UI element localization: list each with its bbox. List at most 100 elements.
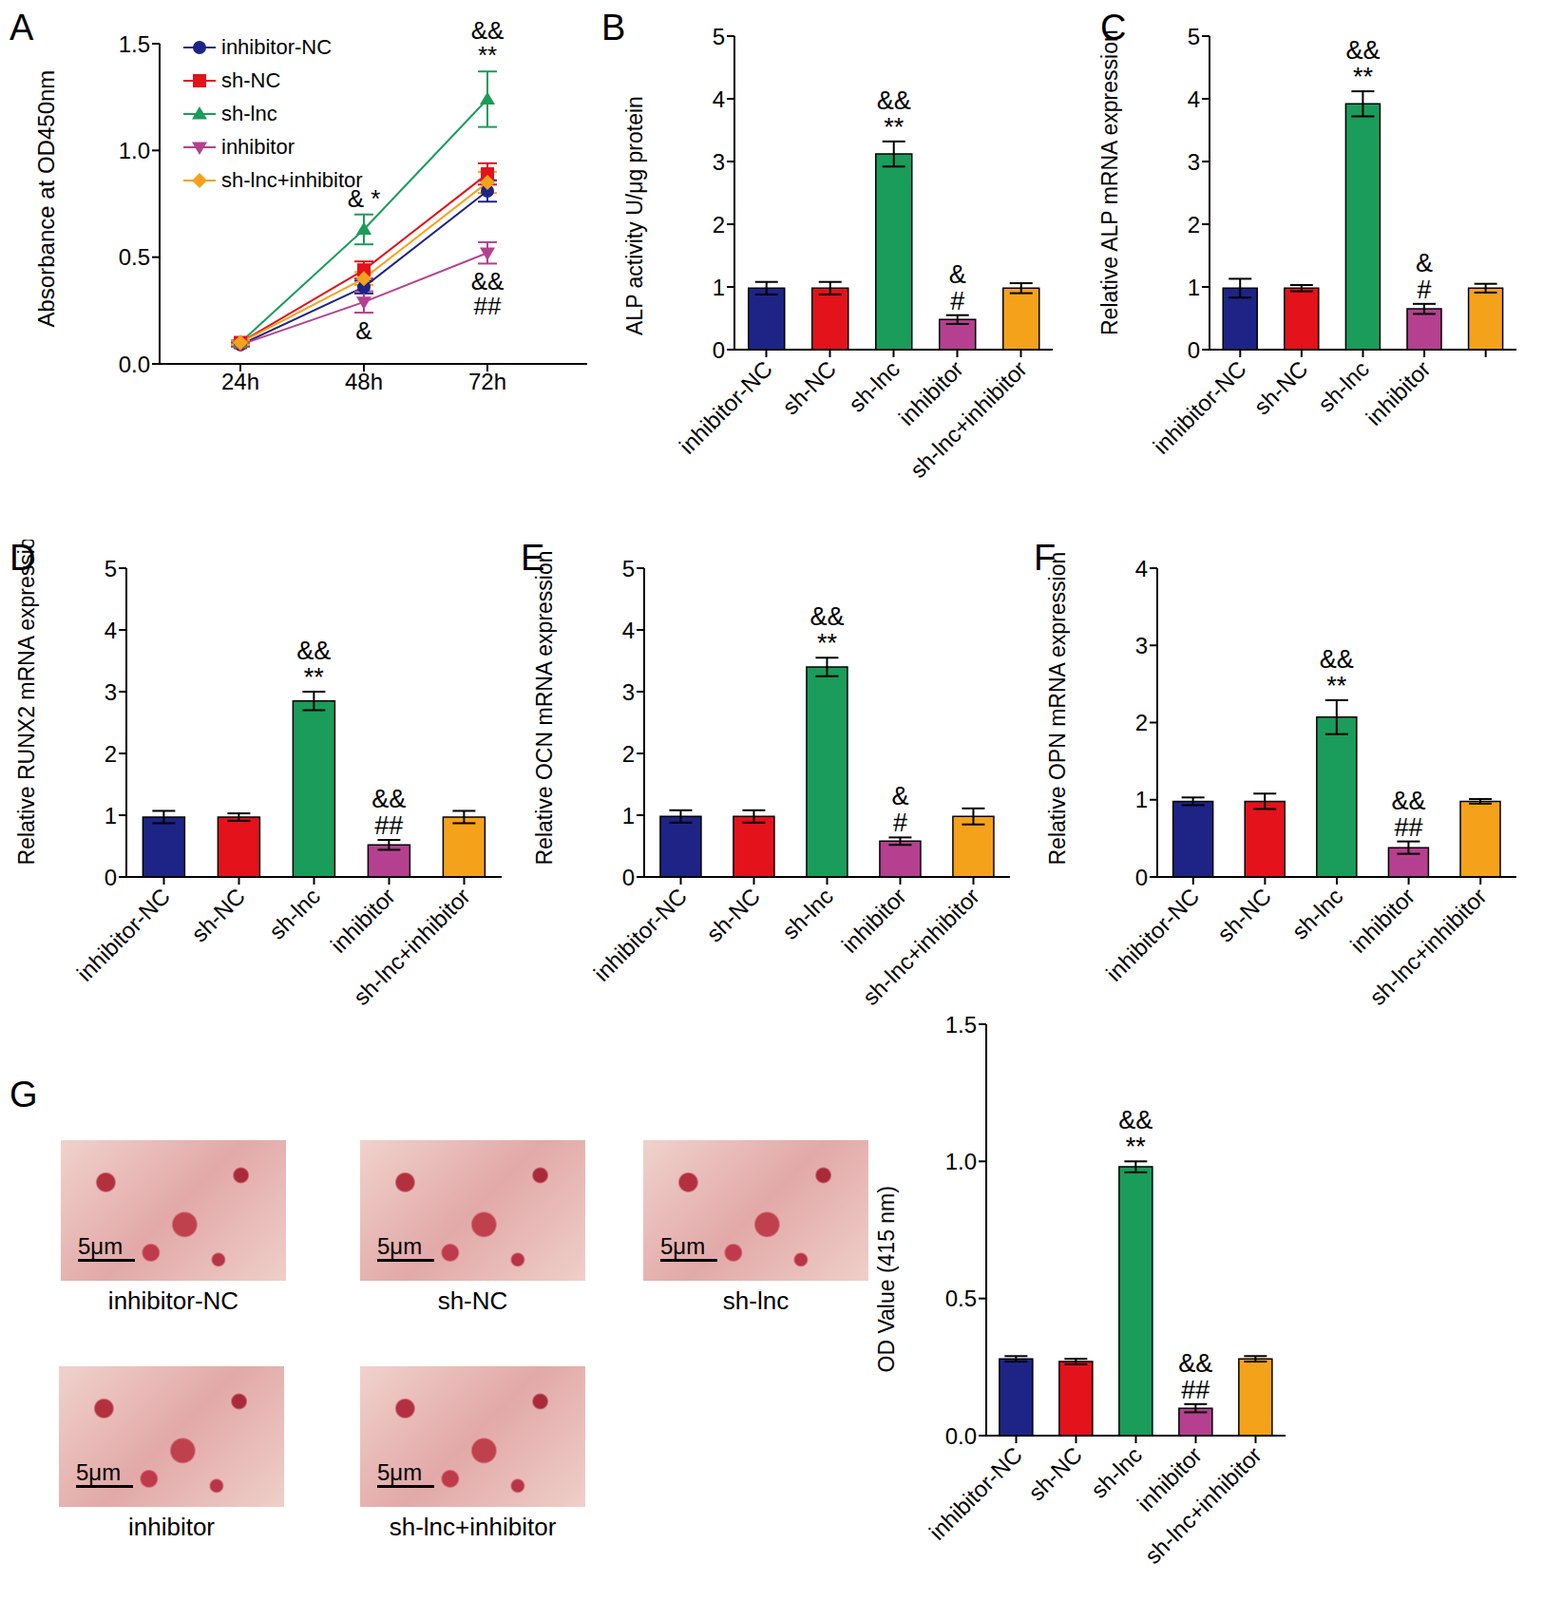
svg-text:**: ** (817, 628, 839, 658)
svg-text:sh-lnc+inhibitor: sh-lnc+inhibitor (1364, 882, 1492, 1010)
svg-text:sh-NC: sh-NC (1023, 1441, 1087, 1505)
svg-text:Relative OCN mRNA expression: Relative OCN mRNA expression (532, 550, 557, 865)
svg-text:0.5: 0.5 (118, 244, 151, 270)
svg-text:&&: && (1178, 1349, 1213, 1378)
svg-text:3: 3 (622, 679, 635, 705)
svg-text:**: ** (1125, 1132, 1147, 1162)
svg-text:**: ** (883, 113, 905, 142)
svg-text:inhibitor-NC: inhibitor-NC (71, 882, 175, 987)
svg-text:sh-lnc+inhibitor: sh-lnc+inhibitor (347, 882, 476, 1010)
svg-text:&: & (355, 316, 372, 345)
svg-text:5: 5 (104, 555, 117, 582)
svg-text:24h: 24h (221, 368, 260, 395)
svg-text:sh-NC: sh-NC (186, 882, 250, 947)
svg-text:inhibitor: inhibitor (1360, 355, 1436, 431)
svg-text:sh-NC: sh-NC (701, 882, 765, 947)
svg-text:sh-lnc: sh-lnc (1312, 355, 1374, 417)
svg-text:&: & (891, 781, 909, 811)
svg-text:1.5: 1.5 (118, 31, 151, 58)
svg-text:3: 3 (1187, 149, 1201, 175)
svg-text:1: 1 (1187, 274, 1201, 301)
svg-text:&&: && (1345, 36, 1380, 65)
svg-text:&: & (949, 260, 967, 289)
svg-text:inhibitor: inhibitor (1345, 882, 1421, 958)
svg-text:0: 0 (622, 864, 635, 891)
svg-text:**: ** (304, 663, 325, 692)
svg-text:3: 3 (712, 149, 725, 175)
svg-text:##: ## (374, 811, 403, 840)
svg-text:3: 3 (104, 679, 117, 705)
svg-text:0.0: 0.0 (118, 351, 151, 378)
svg-text:4: 4 (622, 617, 635, 644)
svg-text:1: 1 (1135, 786, 1148, 813)
svg-text:sh-NC: sh-NC (1212, 882, 1277, 947)
svg-text:2: 2 (1187, 211, 1201, 238)
svg-text:sh-lnc: sh-lnc (264, 882, 325, 944)
svg-text:Relative RUNX2 mRNA expression: Relative RUNX2 mRNA expression (14, 539, 39, 866)
svg-text:sh-lnc: sh-lnc (1286, 882, 1348, 944)
svg-text:**: ** (477, 40, 497, 70)
svg-text:2: 2 (712, 211, 725, 238)
svg-text:&: & (1415, 248, 1433, 278)
svg-text:4: 4 (712, 86, 725, 113)
svg-text:sh-lnc+inhibitor: sh-lnc+inhibitor (1139, 1441, 1267, 1569)
svg-text:48h: 48h (344, 368, 383, 395)
svg-text:4: 4 (104, 617, 117, 644)
svg-text:sh-NC: sh-NC (777, 355, 841, 420)
svg-text:1: 1 (104, 802, 117, 829)
svg-text:1.5: 1.5 (945, 1011, 977, 1038)
svg-text:&&: && (296, 636, 331, 666)
svg-text:1.0: 1.0 (945, 1148, 977, 1175)
svg-text:&&: && (371, 784, 406, 814)
svg-text:#: # (893, 808, 908, 838)
svg-text:1.0: 1.0 (118, 137, 151, 164)
svg-text:&&: && (876, 86, 912, 115)
svg-text:inhibitor-NC: inhibitor-NC (673, 355, 778, 459)
svg-text:**: ** (1326, 671, 1348, 701)
svg-text:2: 2 (104, 741, 117, 767)
svg-text:inhibitor: inhibitor (837, 882, 913, 958)
svg-text:inhibitor-NC: inhibitor-NC (923, 1441, 1028, 1545)
svg-text:0: 0 (712, 337, 725, 363)
svg-text:OD Value (415 nm): OD Value (415 nm) (874, 1185, 899, 1372)
svg-text:1: 1 (622, 802, 635, 829)
svg-text:inhibitor-NC: inhibitor-NC (588, 882, 692, 987)
svg-text:0: 0 (104, 864, 117, 891)
svg-text:Absorbance at OD450nm: Absorbance at OD450nm (33, 70, 59, 328)
svg-text:0.5: 0.5 (945, 1285, 977, 1312)
svg-text:3: 3 (1135, 632, 1148, 659)
svg-text:&&: && (1118, 1105, 1153, 1135)
svg-text:ALP activity U/μg protein: ALP activity U/μg protein (622, 95, 648, 336)
svg-text:&&: && (1319, 645, 1354, 674)
svg-text:##: ## (474, 291, 502, 321)
svg-text:&&: && (809, 602, 844, 631)
svg-text:5: 5 (1187, 23, 1201, 50)
svg-text:sh-lnc: sh-lnc (777, 882, 839, 944)
svg-text:Relative OPN mRNA expression: Relative OPN mRNA expression (1045, 552, 1070, 866)
svg-text:##: ## (1181, 1375, 1210, 1405)
svg-text:#: # (950, 286, 965, 316)
svg-text:0: 0 (1187, 337, 1201, 363)
svg-text:#: # (1416, 275, 1431, 305)
svg-text:1: 1 (712, 274, 725, 301)
svg-text:**: ** (1352, 62, 1374, 92)
svg-text:&&: && (1390, 786, 1426, 816)
svg-text:2: 2 (622, 741, 635, 767)
svg-text:##: ## (1393, 813, 1423, 842)
svg-text:5: 5 (712, 23, 725, 50)
svg-text:Relative ALP mRNA expression: Relative ALP mRNA expression (1097, 29, 1123, 336)
svg-text:4: 4 (1135, 555, 1148, 582)
svg-text:72h: 72h (468, 368, 507, 395)
svg-text:0: 0 (1135, 864, 1148, 891)
svg-text:5: 5 (622, 555, 635, 582)
svg-text:sh-lnc: sh-lnc (843, 355, 905, 417)
svg-text:2: 2 (1135, 709, 1148, 736)
svg-text:sh-lnc+inhibitor: sh-lnc+inhibitor (857, 882, 985, 1010)
svg-text:inhibitor-NC: inhibitor-NC (1147, 355, 1252, 459)
svg-text:0.0: 0.0 (945, 1423, 977, 1449)
svg-text:inhibitor-NC: inhibitor-NC (1101, 882, 1205, 987)
svg-text:sh-lnc+inhibitor: sh-lnc+inhibitor (904, 355, 1032, 483)
svg-text:4: 4 (1187, 86, 1201, 113)
svg-text:sh-NC: sh-NC (1248, 355, 1313, 420)
svg-text:inhibitor: inhibitor (325, 882, 401, 958)
